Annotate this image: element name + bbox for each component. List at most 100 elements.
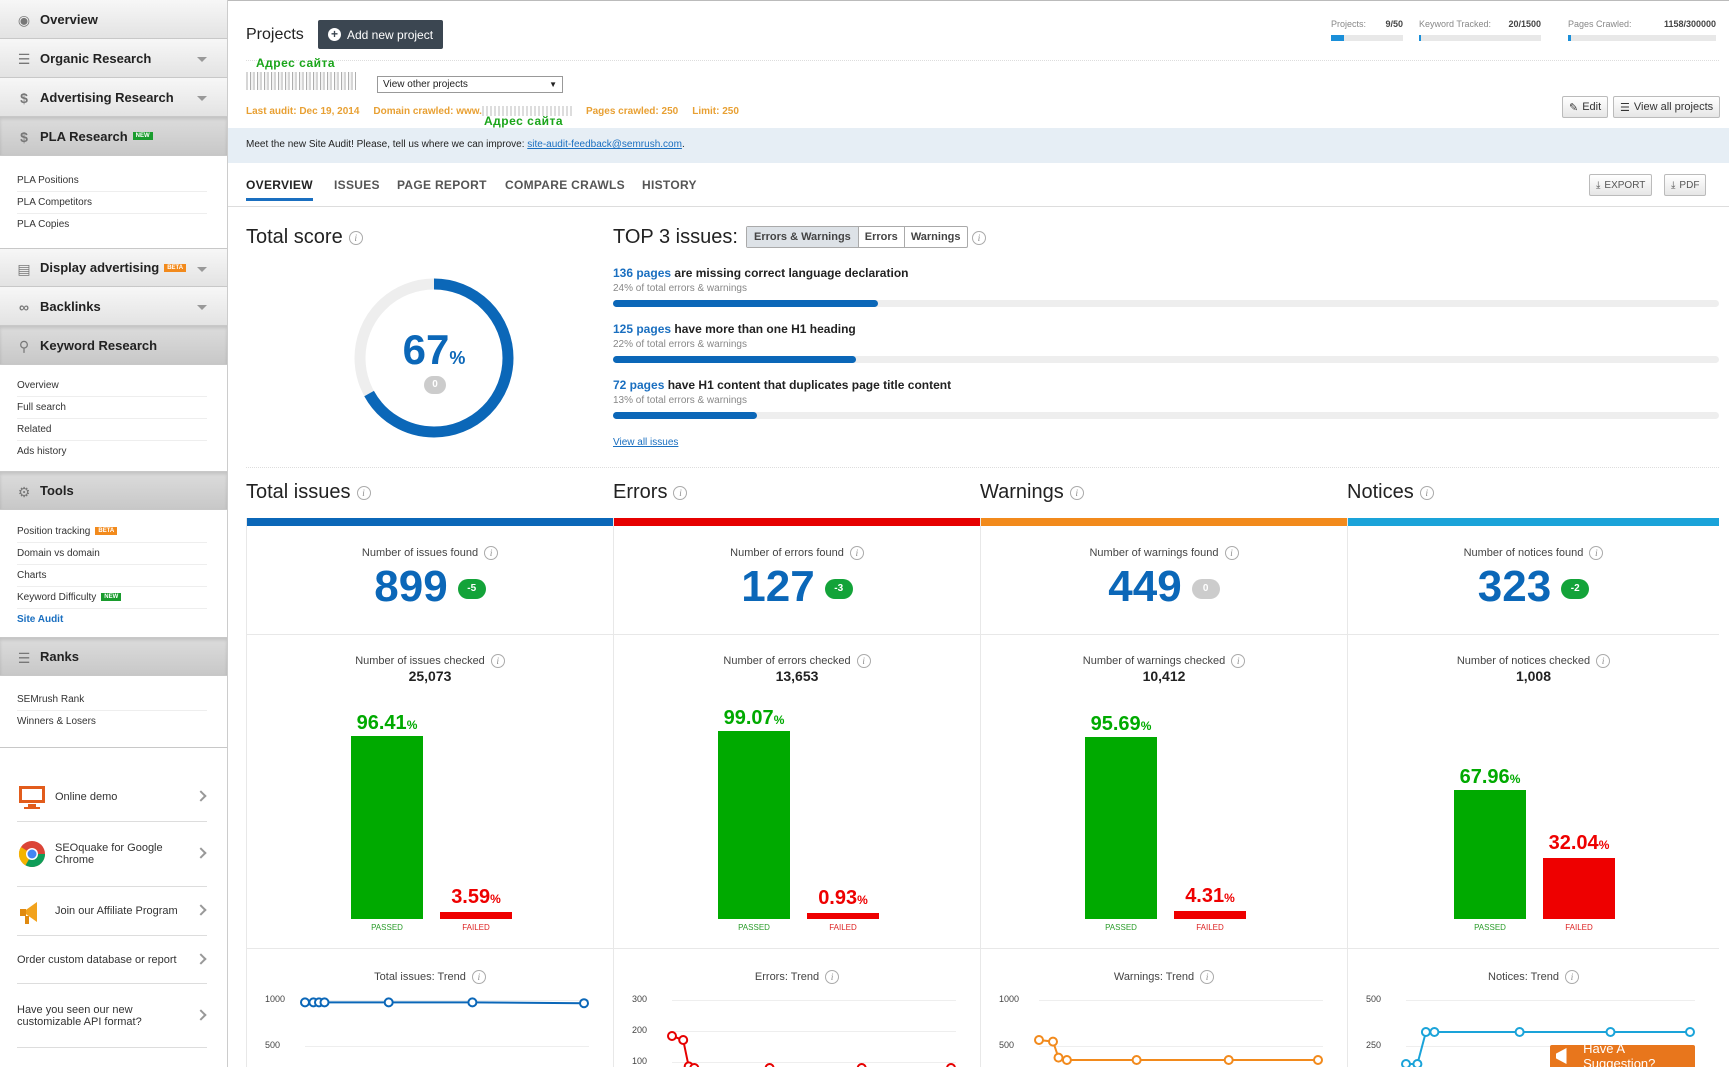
nav-ranks[interactable]: ☰ Ranks [0,637,227,676]
failed-label: FAILED [1565,923,1593,932]
failed-bar[interactable] [807,913,879,919]
add-project-button[interactable]: + Add new project [318,20,444,49]
promo-seoquake[interactable]: SEOquake for Google Chrome [17,822,207,887]
found-value[interactable]: 899 [374,562,448,611]
nav-advertising-research[interactable]: $ Advertising Research [0,78,227,117]
nav-tools[interactable]: ⚙ Tools [0,471,227,510]
last-audit: Last audit: Dec 19, 2014 [246,106,360,117]
sub-site-audit[interactable]: Site Audit [17,609,207,631]
score-donut [354,278,514,438]
tab-compare-crawls[interactable]: COMPARE CRAWLS [505,178,625,192]
limits-projects: Projects: 9/50 [1331,19,1403,41]
sub-pla-copies[interactable]: PLA Copies [17,219,70,230]
failed-bar[interactable] [440,912,512,919]
info-icon[interactable]: i [490,654,505,668]
info-icon[interactable]: i [673,485,688,500]
pdf-button[interactable]: ⤓ PDF [1664,174,1707,196]
info-icon[interactable]: i [484,546,499,560]
tab-page-report[interactable]: PAGE REPORT [397,178,487,192]
chevron-down-icon [197,267,207,272]
filter-warnings[interactable]: Warnings [910,231,961,243]
info-icon[interactable]: i [825,970,840,984]
domain-crawled-text: Domain crawled: www. [373,106,482,117]
nav-keyword-research[interactable]: ⚲ Keyword Research [0,326,227,365]
passed-bar[interactable] [1454,790,1526,919]
sub-kw-overview[interactable]: Overview [17,375,207,397]
trend-title-text: Notices: Trend [1488,970,1559,983]
feedback-email-link[interactable]: site-audit-feedback@semrush.com [527,139,682,150]
errors-title: Errors i [613,481,688,504]
promo-api-format[interactable]: Have you seen our new customizable API f… [17,984,207,1048]
nav-display-advertising[interactable]: ▤ Display advertising BETA [0,248,227,287]
nav-backlinks[interactable]: ∞ Backlinks [0,287,227,326]
found-value[interactable]: 449 [1108,562,1182,611]
col-total-issues: Number of issues found i 899 -5 Number of is… [246,518,613,1067]
found-value[interactable]: 323 [1477,562,1552,611]
info-icon[interactable]: i [471,970,486,984]
suggestion-label: Have A Suggestion? [1583,1041,1656,1067]
sub-winners-losers[interactable]: Winners & Losers [17,716,96,727]
info-icon[interactable]: i [348,230,363,245]
sub-pla-competitors[interactable]: PLA Competitors [17,192,207,214]
passed-bar[interactable] [1085,737,1157,919]
project-select[interactable]: View other projects ▼ [377,76,563,93]
nav-overview[interactable]: ◉ Overview [0,0,227,39]
issue-count-link[interactable]: 136 pages [613,266,672,280]
info-icon[interactable]: i [1589,546,1604,560]
sub-domain-vs-domain[interactable]: Domain vs domain [17,543,207,565]
sub-semrush-rank[interactable]: SEMrush Rank [17,689,207,711]
tab-overview[interactable]: OVERVIEW [246,178,313,201]
nav-label: Tools [40,483,74,498]
site-thumbnail [246,72,356,90]
nav-organic-research[interactable]: ☰ Organic Research [0,39,227,78]
sub-kw-related[interactable]: Related [17,419,207,441]
nav-pla-research[interactable]: $ PLA Research NEW [0,117,227,156]
info-icon[interactable]: i [1596,654,1611,668]
sub-kw-full-search[interactable]: Full search [17,397,207,419]
checked-value: 10,412 [1142,668,1186,684]
info-icon[interactable]: i [1231,654,1246,668]
info-icon[interactable]: i [1200,970,1215,984]
limit-bar-fill [1419,35,1422,41]
issue-count-link[interactable]: 72 pages [613,378,665,392]
info-icon[interactable]: i [972,231,986,245]
filter-errors[interactable]: Errors [859,227,905,247]
sub-keyword-difficulty[interactable]: Keyword Difficulty NEW [17,587,207,609]
chrome-icon [18,841,46,868]
sub-pla-positions[interactable]: PLA Positions [17,170,207,192]
sub-charts[interactable]: Charts [17,565,207,587]
info-icon[interactable]: i [849,546,864,560]
issue-progress [613,356,1719,363]
info-icon[interactable]: i [1419,485,1434,500]
promo-affiliate[interactable]: Join our Affiliate Program [17,887,207,936]
promo-online-demo[interactable]: Online demo [17,773,207,822]
info-icon[interactable]: i [856,654,871,668]
pages-crawled: Pages crawled: 250 [585,106,679,117]
info-icon[interactable]: i [356,485,371,500]
info-icon[interactable]: i [1224,546,1239,560]
failed-bar[interactable] [1543,858,1615,919]
tab-issues[interactable]: ISSUES [334,178,380,192]
export-button[interactable]: ⤓ EXPORT [1589,174,1653,196]
download-icon: ⤓ [1596,179,1601,191]
view-all-issues-link[interactable]: View all issues [613,437,679,448]
site-label-2: Адрес сайта [484,114,564,128]
percent-unit: % [1140,719,1152,733]
suggestion-button[interactable]: Have A Suggestion? [1550,1041,1695,1067]
failed-bar[interactable] [1174,911,1246,919]
promo-custom-database[interactable]: Order custom database or report [17,936,207,984]
sub-kw-ads-history[interactable]: Ads history [17,446,67,457]
nav-label: Advertising Research [40,89,174,105]
view-all-projects-button[interactable]: ☰ View all projects [1613,96,1721,118]
info-icon[interactable]: i [1069,485,1084,500]
sub-position-tracking[interactable]: Position tracking BETA [17,521,207,543]
passed-bar[interactable] [718,731,790,919]
passed-bar[interactable] [351,736,423,919]
filter-errors-warnings[interactable]: Errors & Warnings [747,227,859,247]
edit-button[interactable]: ✎ Edit [1562,96,1609,118]
issue-count-link[interactable]: 125 pages [613,322,672,336]
found-value[interactable]: 127 [741,562,815,611]
checked-label: Number of errors checked i [614,654,980,668]
tab-history[interactable]: HISTORY [642,178,697,192]
info-icon[interactable]: i [1564,970,1579,984]
